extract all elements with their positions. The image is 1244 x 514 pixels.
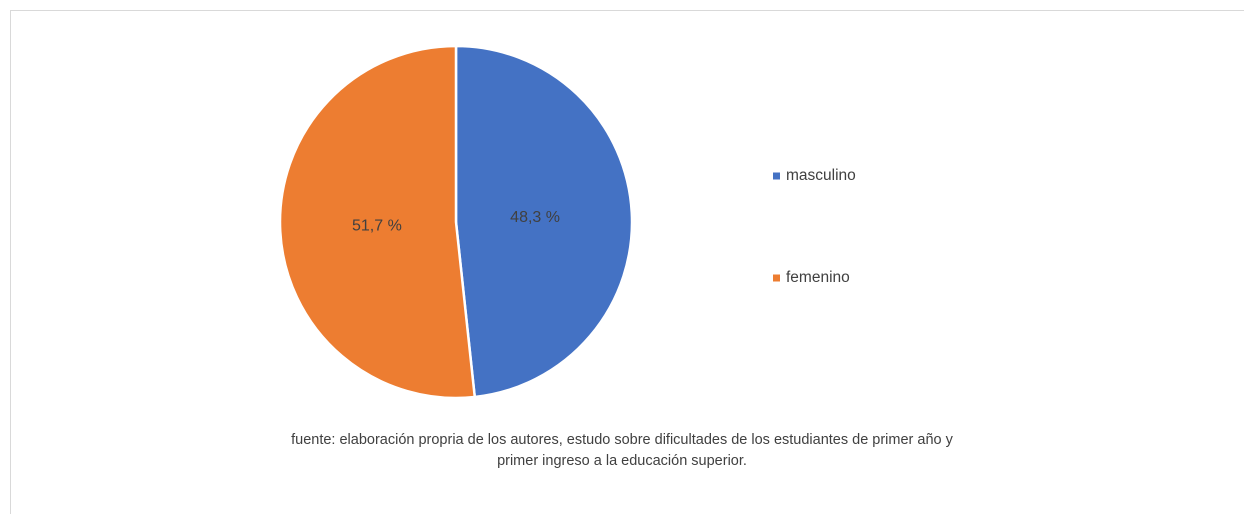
legend-label: femenino xyxy=(786,269,850,286)
data-label: 51,7 % xyxy=(352,217,402,234)
legend-label: masculino xyxy=(786,167,856,184)
pie-slice xyxy=(454,44,634,399)
source-note: fuente: elaboración propria de los autor… xyxy=(291,432,954,448)
pie-slice xyxy=(278,44,477,400)
source-note: primer ingreso a la educación superior. xyxy=(497,453,747,469)
legend-swatch xyxy=(773,274,780,282)
data-label: 48,3 % xyxy=(510,209,560,226)
legend-swatch xyxy=(773,172,780,180)
